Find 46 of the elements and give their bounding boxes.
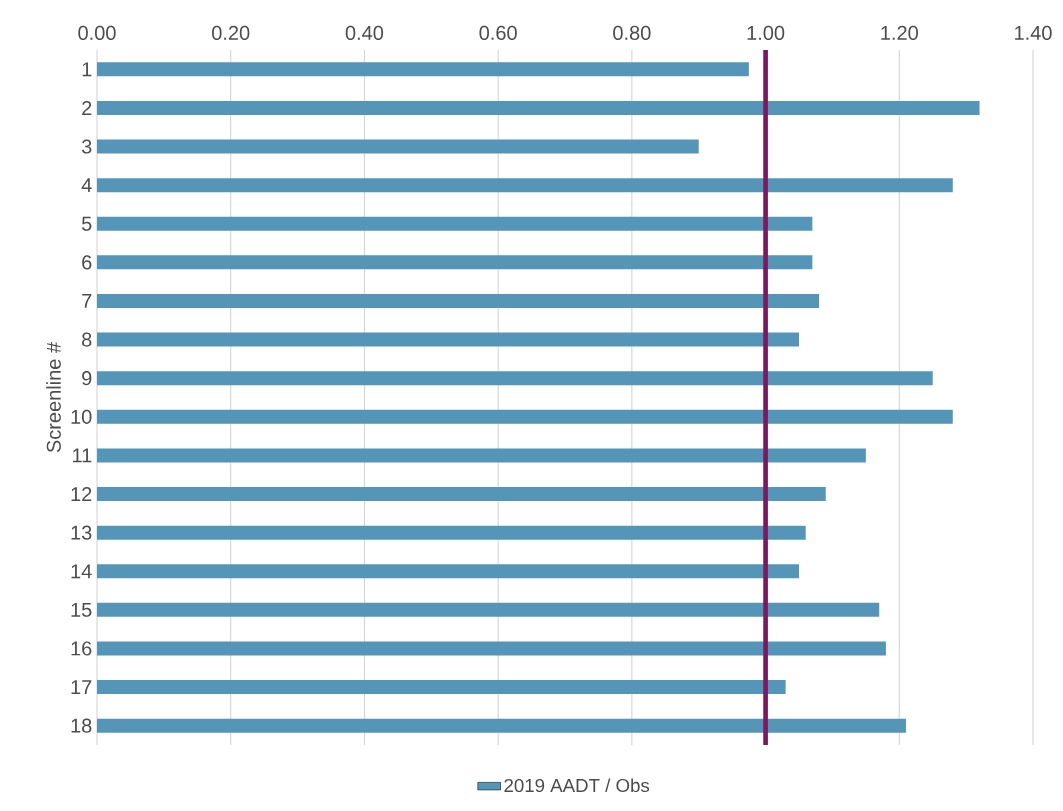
y-tick-label: 10 [71, 409, 92, 424]
bar [97, 487, 826, 502]
y-tick-label: 15 [71, 602, 92, 617]
bar [97, 641, 886, 656]
y-tick-label: 17 [71, 680, 92, 694]
bar [97, 100, 980, 115]
x-tick-label: 1.40 [1015, 25, 1052, 40]
x-tick-label: 0.40 [345, 25, 384, 40]
x-tick-label: 1.20 [881, 25, 918, 40]
y-tick-label: 8 [82, 332, 92, 347]
y-tick-label: 5 [81, 216, 92, 231]
y-tick-label: 16 [71, 641, 92, 656]
bar [97, 718, 906, 733]
bar [97, 332, 800, 347]
y-tick-label: 14 [71, 564, 92, 579]
y-tick-label: 7 [82, 294, 92, 308]
y-tick-label: 4 [81, 178, 92, 193]
bar [97, 564, 800, 579]
y-tick-label: 2 [82, 100, 92, 115]
bar [97, 371, 933, 386]
y-axis-title: Screenline # [46, 342, 61, 453]
bar [97, 255, 813, 270]
legend-label: 2019 AADT / Obs [504, 778, 650, 793]
bar [97, 216, 813, 231]
y-tick-label: 12 [71, 487, 92, 502]
y-tick-label: 1 [82, 62, 92, 77]
bar [97, 62, 749, 77]
bar [97, 409, 953, 424]
bar [97, 602, 880, 617]
y-tick-label: 9 [82, 371, 92, 386]
y-tick-label: 11 [73, 448, 92, 463]
x-tick-label: 0.00 [78, 25, 116, 40]
y-tick-label: 13 [71, 525, 92, 540]
bar [97, 293, 820, 308]
y-tick-label: 18 [71, 718, 92, 733]
y-tick-label: 6 [82, 255, 92, 270]
x-tick-label: 0.80 [613, 25, 651, 40]
y-tick-label: 3 [81, 139, 92, 154]
bar [97, 448, 866, 463]
bar [97, 139, 699, 154]
x-tick-label: 1.00 [747, 25, 785, 40]
bar [97, 178, 953, 193]
x-tick-label: 0.20 [212, 25, 250, 40]
x-tick-label: 0.60 [479, 25, 517, 40]
bar [97, 680, 786, 695]
bar [97, 525, 806, 540]
